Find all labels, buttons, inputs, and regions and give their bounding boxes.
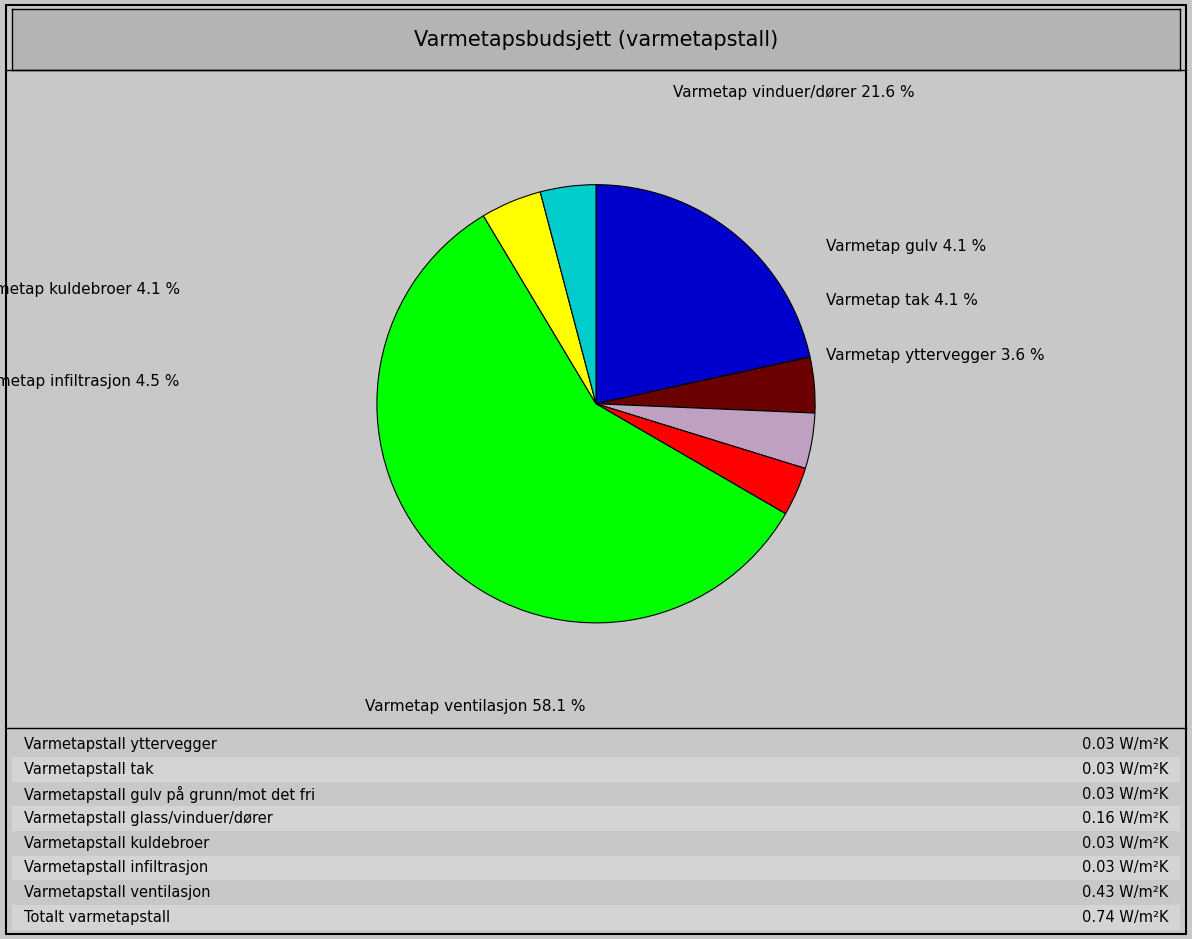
Text: 0.03 W/m²K: 0.03 W/m²K <box>1082 787 1168 802</box>
Text: Varmetapstall ventilasjon: Varmetapstall ventilasjon <box>24 885 210 901</box>
Text: 0.03 W/m²K: 0.03 W/m²K <box>1082 762 1168 777</box>
Text: Varmetap kuldebroer 4.1 %: Varmetap kuldebroer 4.1 % <box>0 283 180 298</box>
Wedge shape <box>596 404 806 514</box>
Text: Varmetapstall infiltrasjon: Varmetapstall infiltrasjon <box>24 860 207 875</box>
Bar <box>12 781 1180 807</box>
Text: 0.03 W/m²K: 0.03 W/m²K <box>1082 737 1168 752</box>
Text: Varmetap gulv 4.1 %: Varmetap gulv 4.1 % <box>826 239 986 254</box>
Text: 0.03 W/m²K: 0.03 W/m²K <box>1082 836 1168 851</box>
Wedge shape <box>596 404 815 469</box>
Bar <box>12 831 1180 855</box>
Bar <box>12 881 1180 905</box>
Wedge shape <box>377 216 786 623</box>
Wedge shape <box>596 185 811 404</box>
Wedge shape <box>540 185 596 404</box>
Text: Varmetapstall glass/vinduer/dører: Varmetapstall glass/vinduer/dører <box>24 811 273 826</box>
Text: 0.43 W/m²K: 0.43 W/m²K <box>1082 885 1168 901</box>
Wedge shape <box>484 192 596 404</box>
Text: Varmetap infiltrasjon 4.5 %: Varmetap infiltrasjon 4.5 % <box>0 375 180 390</box>
Bar <box>12 807 1180 831</box>
Text: Varmetap vinduer/dører 21.6 %: Varmetap vinduer/dører 21.6 % <box>672 85 914 100</box>
Text: Varmetapsbudsjett (varmetapstall): Varmetapsbudsjett (varmetapstall) <box>414 30 778 50</box>
Text: Varmetapstall kuldebroer: Varmetapstall kuldebroer <box>24 836 209 851</box>
Text: Varmetapstall gulv på grunn/mot det fri: Varmetapstall gulv på grunn/mot det fri <box>24 786 315 803</box>
Text: Totalt varmetapstall: Totalt varmetapstall <box>24 910 169 925</box>
Text: 0.74 W/m²K: 0.74 W/m²K <box>1082 910 1168 925</box>
Text: Varmetap yttervegger 3.6 %: Varmetap yttervegger 3.6 % <box>826 348 1044 363</box>
Bar <box>12 855 1180 881</box>
Text: Varmetap ventilasjon 58.1 %: Varmetap ventilasjon 58.1 % <box>365 699 585 714</box>
Text: Varmetap tak 4.1 %: Varmetap tak 4.1 % <box>826 293 977 308</box>
Bar <box>12 757 1180 781</box>
Bar <box>12 732 1180 757</box>
Text: 0.16 W/m²K: 0.16 W/m²K <box>1082 811 1168 826</box>
Wedge shape <box>596 357 815 413</box>
Text: Varmetapstall yttervegger: Varmetapstall yttervegger <box>24 737 217 752</box>
Bar <box>12 905 1180 930</box>
Text: 0.03 W/m²K: 0.03 W/m²K <box>1082 860 1168 875</box>
Text: Varmetapstall tak: Varmetapstall tak <box>24 762 154 777</box>
